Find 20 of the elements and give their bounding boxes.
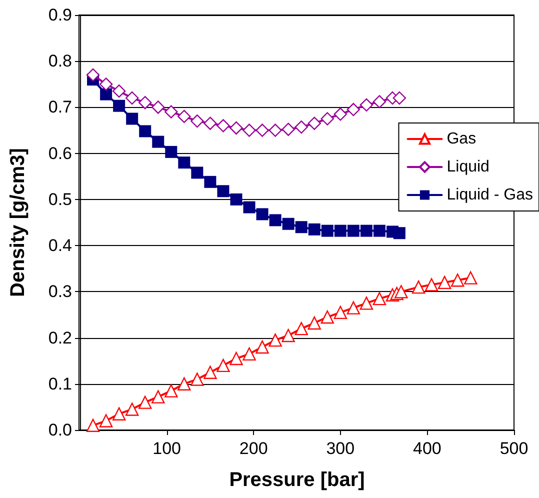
y-tick-label: 0.8 (48, 52, 72, 71)
y-tick-label: 0.9 (48, 6, 72, 24)
text: 0.0 (48, 420, 72, 440)
x-tick-label: 300 (326, 439, 355, 458)
legend-label: Liquid - Gas (446, 186, 533, 204)
legend-label: Gas (446, 130, 476, 148)
x-tick-label: 100 (152, 439, 181, 458)
x-tick-label: 500 (500, 439, 528, 458)
y-tick-label: 0.6 (48, 144, 72, 163)
x-tick-label: 400 (413, 439, 442, 458)
y-axis-title: Density [g/cm3] (7, 148, 29, 297)
y-tick-label: 0.2 (48, 328, 72, 348)
y-tick-label: 0.1 (48, 374, 72, 394)
y-tick-label: 0.4 (48, 236, 72, 256)
x-axis-title: Pressure [bar] (229, 469, 365, 491)
y-tick-label: 0.3 (48, 282, 72, 302)
x-tick-label: 200 (239, 439, 268, 458)
legend-label: Liquid (446, 158, 490, 176)
y-tick-label: 0.7 (48, 98, 72, 117)
y-tick-label: 0.5 (48, 190, 72, 209)
